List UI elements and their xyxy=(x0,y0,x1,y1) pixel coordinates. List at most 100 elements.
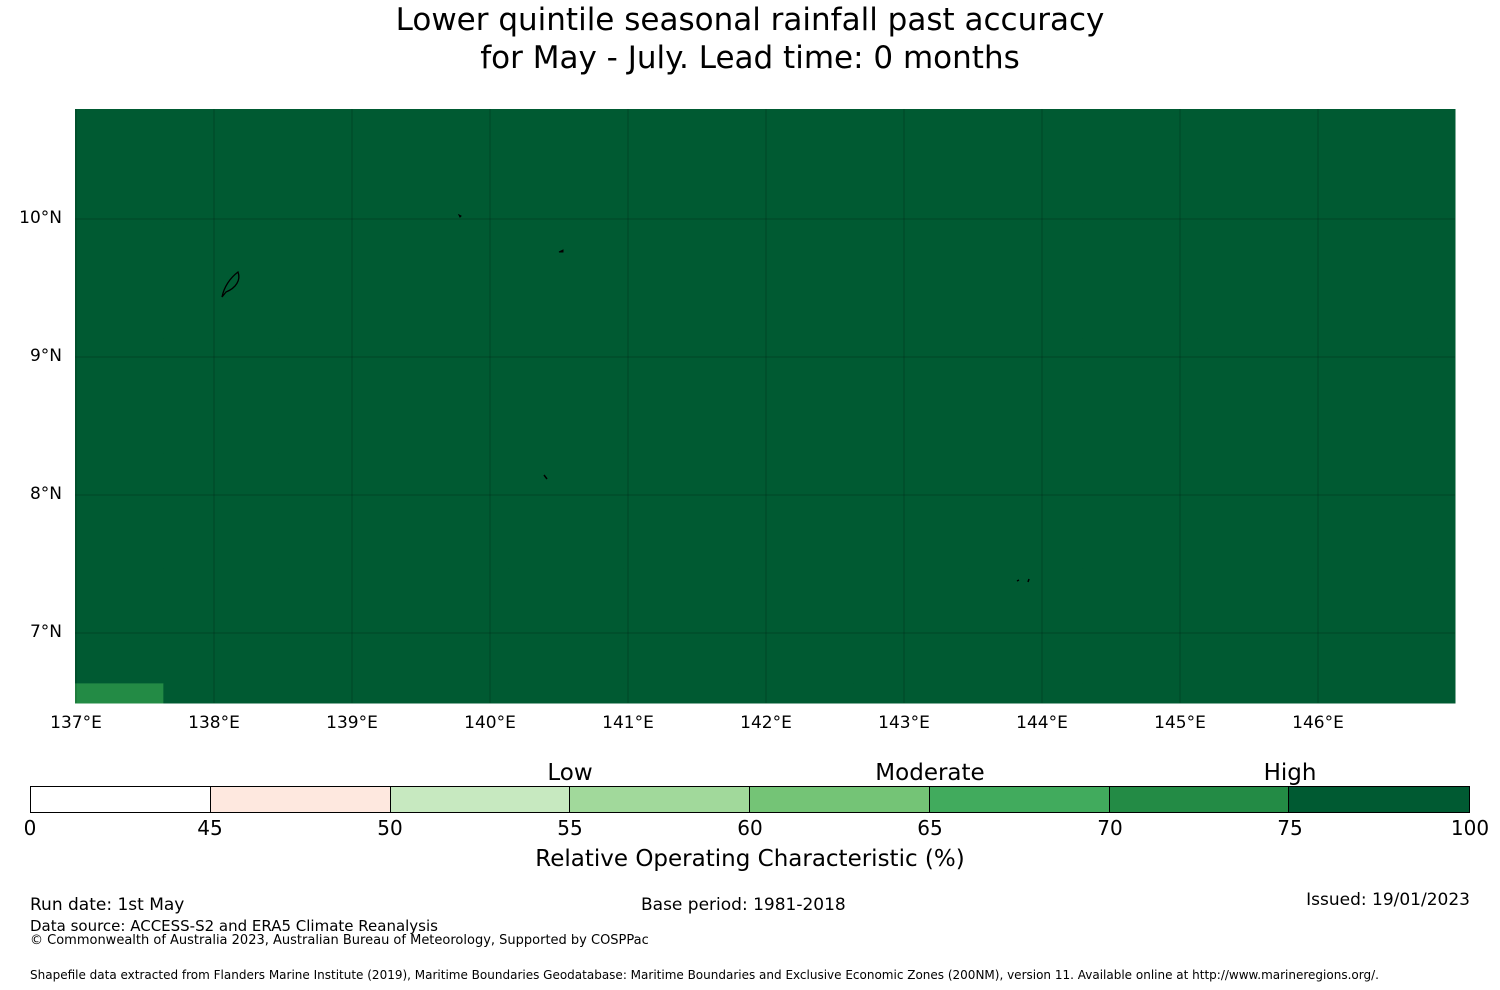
grid-cell xyxy=(853,453,969,569)
grid-cell xyxy=(1427,223,1456,340)
grid-cell xyxy=(1427,338,1456,454)
colorbar-segment xyxy=(929,787,1110,812)
base-period: Base period: 1981-2018 xyxy=(641,895,846,915)
grid-cell xyxy=(393,223,509,340)
copyright-notice: © Commonwealth of Australia 2023, Austra… xyxy=(30,933,649,948)
colorbar-tick-label: 100 xyxy=(1450,816,1490,840)
grid-cell xyxy=(278,683,394,704)
grid-cell xyxy=(623,223,739,340)
grid-cell xyxy=(968,568,1084,684)
colorbar-tick-label: 75 xyxy=(1277,816,1303,840)
colorbar-segment xyxy=(31,787,211,812)
grid-cell xyxy=(968,109,1084,225)
colorbar-segment xyxy=(570,787,750,812)
grid-cell xyxy=(1082,223,1199,340)
grid-cell xyxy=(75,109,164,225)
data-source: Data source: ACCESS-S2 and ERA5 Climate … xyxy=(30,917,438,935)
grid-cell xyxy=(623,568,739,684)
colorbar-segment xyxy=(210,787,391,812)
grid-cell xyxy=(738,109,854,225)
grid-cell xyxy=(738,568,854,684)
colorbar-tick-label: 60 xyxy=(737,816,763,840)
grid-cell xyxy=(853,338,969,454)
grid-cell xyxy=(163,338,279,454)
longitude-label: 142°E xyxy=(740,713,792,733)
grid-cell xyxy=(738,453,854,569)
grid-cell xyxy=(75,568,164,684)
island-fais-b xyxy=(558,249,564,253)
grid-cell xyxy=(1427,109,1456,225)
colorbar-segment xyxy=(1289,787,1469,812)
island-woleai-a xyxy=(1016,579,1020,582)
colorbar-segment xyxy=(1109,787,1290,812)
island-woleai-b xyxy=(1027,578,1030,583)
grid-cell xyxy=(1082,683,1199,704)
grid-cell xyxy=(163,683,279,704)
grid-cell xyxy=(393,109,509,225)
grid-cell xyxy=(623,109,739,225)
map-title-line-1: Lower quintile seasonal rainfall past ac… xyxy=(395,2,1105,38)
grid-cell xyxy=(1197,568,1314,684)
grid-cell xyxy=(968,223,1084,340)
colorbar-segment xyxy=(390,787,571,812)
grid-cell xyxy=(75,683,164,704)
longitude-label: 141°E xyxy=(602,713,654,733)
longitude-label: 140°E xyxy=(464,713,516,733)
grid-cell xyxy=(1197,453,1314,569)
grid-cell xyxy=(1197,683,1314,704)
grid-cell xyxy=(163,223,279,340)
grid-cell xyxy=(853,683,969,704)
accuracy-map xyxy=(75,109,1456,704)
grid-cell xyxy=(1197,223,1314,340)
grid-cell xyxy=(623,453,739,569)
issued-date: Issued: 19/01/2023 xyxy=(1306,890,1470,910)
map-graticule xyxy=(75,109,1455,703)
grid-cell xyxy=(623,338,739,454)
grid-cell xyxy=(1427,453,1456,569)
grid-cell xyxy=(1082,453,1199,569)
grid-cell xyxy=(75,453,164,569)
grid-cell xyxy=(853,568,969,684)
grid-cell xyxy=(968,338,1084,454)
island-ulithi xyxy=(221,270,240,298)
grid-cell xyxy=(278,109,394,225)
colorbar xyxy=(30,786,1470,813)
grid-cell xyxy=(1312,568,1429,684)
map-grid-cells xyxy=(75,109,1456,704)
run-date: Run date: 1st May xyxy=(30,895,185,915)
latitude-label: 9°N xyxy=(29,346,62,366)
colorbar-tick-label: 70 xyxy=(1097,816,1123,840)
grid-cell xyxy=(163,568,279,684)
grid-cell xyxy=(278,568,394,684)
grid-cell xyxy=(508,338,624,454)
grid-cell xyxy=(1312,109,1429,225)
grid-cell xyxy=(1427,683,1456,704)
grid-cell xyxy=(1082,109,1199,225)
grid-cell xyxy=(508,683,624,704)
grid-cell xyxy=(1312,453,1429,569)
longitude-label: 146°E xyxy=(1292,713,1344,733)
grid-cell xyxy=(853,223,969,340)
grid-cell xyxy=(278,453,394,569)
colorbar-tick-label: 65 xyxy=(917,816,943,840)
colorbar-tick-label: 50 xyxy=(377,816,403,840)
longitude-label: 138°E xyxy=(188,713,240,733)
latitude-label: 7°N xyxy=(29,622,62,642)
grid-cell xyxy=(853,109,969,225)
grid-cell xyxy=(968,683,1084,704)
colorbar-tick-label: 45 xyxy=(197,816,223,840)
grid-cell xyxy=(1427,568,1456,684)
latitude-label: 10°N xyxy=(19,208,62,228)
grid-cell xyxy=(623,683,739,704)
shapefile-credit: Shapefile data extracted from Flanders M… xyxy=(30,968,1379,982)
island-sorol xyxy=(543,474,548,480)
longitude-label: 143°E xyxy=(878,713,930,733)
grid-cell xyxy=(393,338,509,454)
latitude-label: 8°N xyxy=(29,484,62,504)
colorbar-label: Relative Operating Characteristic (%) xyxy=(535,846,965,872)
grid-cell xyxy=(75,223,164,340)
longitude-label: 144°E xyxy=(1016,713,1068,733)
grid-cell xyxy=(393,453,509,569)
island-fais-a xyxy=(457,213,462,218)
grid-cell xyxy=(393,568,509,684)
